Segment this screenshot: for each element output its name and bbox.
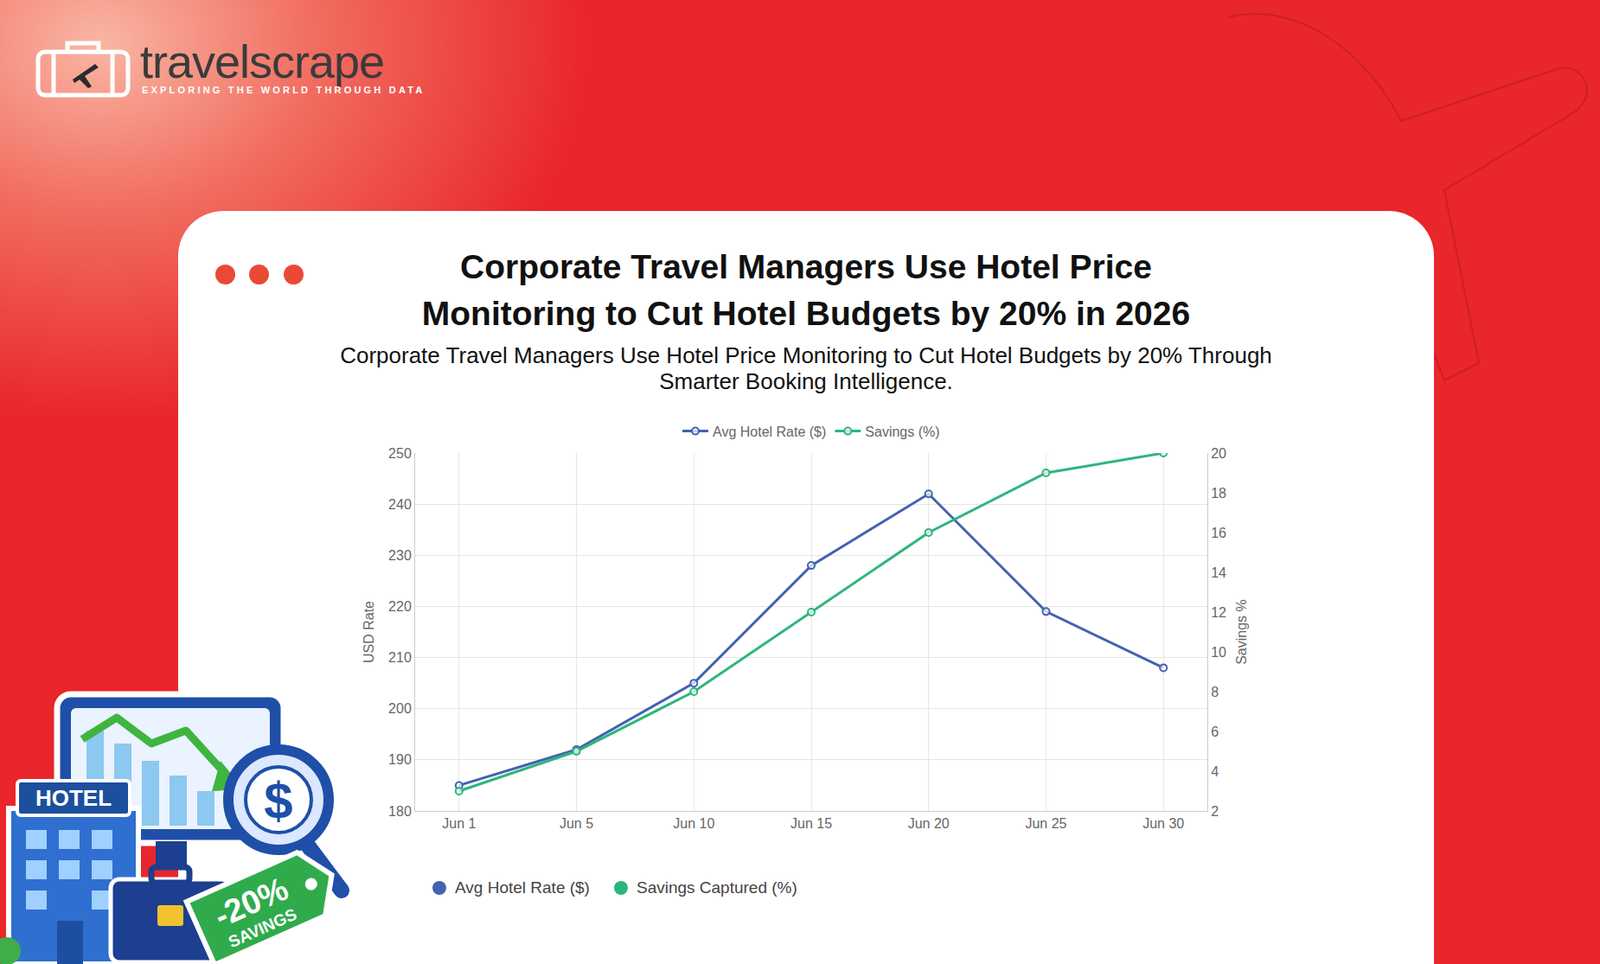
svg-text:4: 4 xyxy=(1210,764,1219,780)
svg-text:Jun 1: Jun 1 xyxy=(441,816,476,832)
svg-text:-20%: -20% xyxy=(208,870,294,935)
svg-text:6: 6 xyxy=(1210,724,1219,740)
svg-text:190: 190 xyxy=(388,752,412,768)
svg-text:SAVINGS: SAVINGS xyxy=(225,905,300,952)
svg-text:Jun 25: Jun 25 xyxy=(1024,816,1067,832)
svg-text:USD Rate: USD Rate xyxy=(361,601,377,664)
svg-text:Jun 10: Jun 10 xyxy=(672,816,715,832)
svg-text:Jun 20: Jun 20 xyxy=(908,816,950,832)
svg-text:230: 230 xyxy=(388,548,412,564)
html-text:EXPLORING THE WORLD THROUGH DA: EXPLORING THE WORLD THROUGH DATA xyxy=(141,84,426,96)
svg-text:8: 8 xyxy=(1210,684,1219,700)
svg-text:12: 12 xyxy=(1210,605,1227,621)
svg-text:Jun 30: Jun 30 xyxy=(1142,816,1184,832)
svg-text:18: 18 xyxy=(1210,486,1227,501)
svg-text:Savings (%): Savings (%) xyxy=(864,424,940,440)
html-text:Corporate Travel Managers Use: Corporate Travel Managers Use Hotel Pric… xyxy=(340,342,1273,395)
svg-text:Avg Hotel Rate ($): Avg Hotel Rate ($) xyxy=(712,424,826,440)
svg-text:Jun 15: Jun 15 xyxy=(790,816,832,832)
svg-text:200: 200 xyxy=(388,701,412,717)
html-text:travelscrape: travelscrape xyxy=(140,35,385,88)
svg-text:10: 10 xyxy=(1210,645,1227,660)
svg-text:14: 14 xyxy=(1210,565,1227,581)
svg-text:220: 220 xyxy=(388,599,412,615)
svg-text:$: $ xyxy=(263,772,293,831)
svg-text:2: 2 xyxy=(1210,804,1219,820)
svg-text:20: 20 xyxy=(1210,446,1227,461)
html-text:Savings Captured (%): Savings Captured (%) xyxy=(636,878,798,897)
svg-text:HOTEL: HOTEL xyxy=(35,785,112,812)
svg-text:250: 250 xyxy=(388,446,412,461)
svg-text:210: 210 xyxy=(388,650,412,666)
html-text:Avg Hotel Rate ($): Avg Hotel Rate ($) xyxy=(454,878,590,897)
svg-text:Jun 5: Jun 5 xyxy=(559,816,594,832)
svg-text:16: 16 xyxy=(1210,525,1227,541)
svg-text:Savings %: Savings % xyxy=(1234,599,1249,666)
html-text:Corporate Travel Managers Use: Corporate Travel Managers Use Hotel Pric… xyxy=(421,248,1191,333)
svg-text:180: 180 xyxy=(388,804,412,820)
svg-text:240: 240 xyxy=(388,497,412,512)
